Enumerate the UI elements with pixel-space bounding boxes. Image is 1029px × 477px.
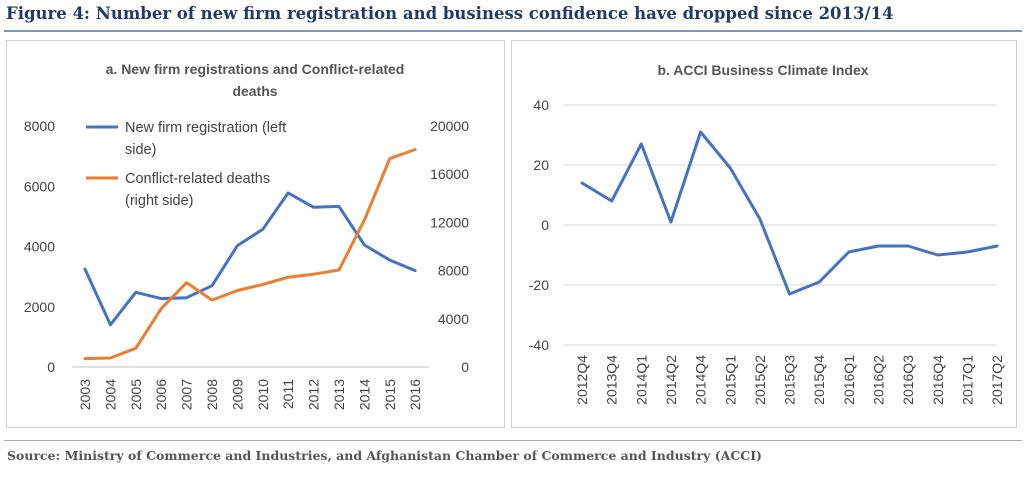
chart-b-x-tick-label: 2015Q2 bbox=[752, 355, 768, 405]
chart-a-x-tick-label: 2003 bbox=[77, 379, 93, 410]
chart-b-x-tick-label: 2013Q4 bbox=[604, 355, 620, 405]
chart-a-x-tick-label: 2009 bbox=[229, 379, 245, 410]
chart-b-y-tick-label: -20 bbox=[529, 277, 549, 293]
title-rule bbox=[4, 30, 1022, 32]
chart-a-x-tick-label: 2007 bbox=[179, 379, 195, 410]
chart-a-right-tick-label: 0 bbox=[461, 359, 469, 375]
chart-panel-b: b. ACCI Business Climate Index -40 -20 0 20 4… bbox=[511, 40, 1017, 428]
chart-b-x-tick-label: 2015Q3 bbox=[782, 355, 798, 405]
chart-b-y-tick-label: -40 bbox=[529, 337, 549, 353]
chart-a-series-line-2 bbox=[83, 148, 417, 361]
chart-a-left-tick-label: 4000 bbox=[24, 239, 55, 255]
chart-b-x-tick-label: 2017Q2 bbox=[989, 355, 1005, 405]
chart-b-x-tick-label: 2016Q4 bbox=[930, 355, 946, 405]
chart-a-left-tick-label: 8000 bbox=[24, 118, 55, 134]
chart-a-left-tick-label: 0 bbox=[47, 359, 55, 375]
chart-b-x-tick-label: 2014Q1 bbox=[633, 355, 649, 405]
chart-b-x-tick-label: 2012Q4 bbox=[574, 355, 590, 405]
chart-a-left-tick-label: 6000 bbox=[24, 178, 55, 194]
chart-a-right-tick-label: 4000 bbox=[438, 311, 469, 327]
chart-a-x-tick-label: 2008 bbox=[204, 379, 220, 410]
chart-a-x-tick-label: 2014 bbox=[356, 379, 372, 410]
chart-panel-a: a. New firm registrations and Conflict-r… bbox=[6, 40, 505, 428]
chart-a-legend-label: New firm registration (left bbox=[125, 120, 286, 136]
chart-b-title: b. ACCI Business Climate Index bbox=[657, 62, 868, 78]
chart-a-x-tick-label: 2011 bbox=[280, 379, 296, 409]
chart-a-right-tick-label: 20000 bbox=[430, 118, 469, 134]
chart-b-x-tick-label: 2014Q4 bbox=[693, 355, 709, 405]
chart-a-x-tick-label: 2016 bbox=[407, 379, 423, 410]
chart-a-x-tick-label: 2006 bbox=[153, 379, 169, 410]
chart-b-y-tick-label: 0 bbox=[541, 217, 549, 233]
chart-a-x-tick-label: 2004 bbox=[102, 379, 118, 410]
chart-a-title-line: a. New firm registrations and Conflict-r… bbox=[106, 61, 405, 77]
chart-a-legend-label: side) bbox=[125, 142, 156, 158]
chart-a-right-tick-label: 12000 bbox=[430, 214, 469, 230]
chart-a-x-tick-label: 2010 bbox=[255, 379, 271, 410]
chart-a-series-line-1 bbox=[83, 191, 417, 327]
chart-a-x-tick-label: 2013 bbox=[331, 379, 347, 410]
source-rule bbox=[4, 440, 1022, 441]
chart-a-x-tick-label: 2015 bbox=[382, 379, 398, 410]
chart-b-series-line bbox=[580, 130, 999, 296]
chart-b-y-tick-label: 20 bbox=[533, 157, 549, 173]
chart-b-x-tick-label: 2014Q2 bbox=[663, 355, 679, 405]
chart-b-x-tick-label: 2016Q1 bbox=[841, 355, 857, 405]
chart-a-svg: a. New firm registrations and Conflict-r… bbox=[24, 61, 469, 410]
chart-b-x-tick-label: 2015Q4 bbox=[811, 355, 827, 405]
source-note: Source: Ministry of Commerce and Industr… bbox=[7, 448, 762, 463]
chart-a-left-tick-label: 2000 bbox=[24, 299, 55, 315]
chart-b-x-tick-label: 2015Q1 bbox=[722, 355, 738, 405]
chart-b-x-tick-label: 2016Q2 bbox=[871, 355, 887, 405]
chart-a-title-line: deaths bbox=[232, 83, 277, 99]
chart-b-svg: b. ACCI Business Climate Index -40 -20 0 20 4… bbox=[529, 62, 1005, 405]
figure-title: Figure 4: Number of new firm registratio… bbox=[6, 4, 894, 23]
chart-a-right-tick-label: 16000 bbox=[430, 166, 469, 182]
chart-a-x-tick-label: 2005 bbox=[128, 379, 144, 410]
chart-a-legend-label: (right side) bbox=[125, 193, 194, 209]
chart-a-right-tick-label: 8000 bbox=[438, 263, 469, 279]
chart-b-x-tick-label: 2016Q3 bbox=[900, 355, 916, 405]
chart-a-x-tick-label: 2012 bbox=[306, 379, 322, 410]
chart-b-x-tick-label: 2017Q1 bbox=[959, 355, 975, 405]
chart-a-legend-label: Conflict-related deaths bbox=[125, 171, 270, 187]
chart-b-y-tick-label: 40 bbox=[533, 97, 549, 113]
